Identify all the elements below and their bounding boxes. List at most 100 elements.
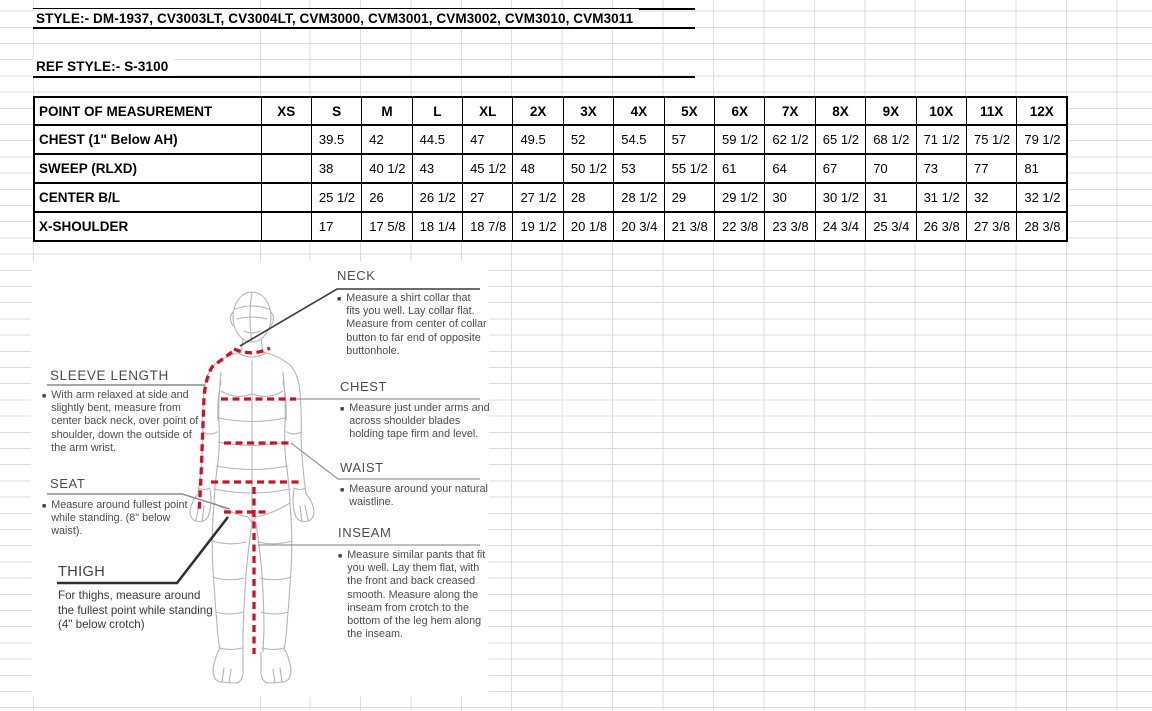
measurement-cell: 29 1/2 <box>714 182 766 213</box>
measurement-cell: 57 <box>663 124 716 155</box>
bullet-icon: ■ <box>338 553 343 560</box>
measurement-cell: 20 3/4 <box>613 211 665 242</box>
measurement-cell: 61 <box>714 153 766 184</box>
col-header-size-2X: 2X <box>512 96 564 126</box>
measurement-cell: 26 <box>361 182 413 213</box>
bullet-icon: ■ <box>337 296 342 303</box>
section-title-chest: CHEST <box>340 379 388 394</box>
measurement-cell: 42 <box>361 124 413 155</box>
measurement-cell <box>260 211 312 242</box>
measurement-cell: 20 1/8 <box>562 211 615 242</box>
measurement-cell: 62 1/2 <box>764 124 816 155</box>
col-header-size-L: L <box>411 96 464 126</box>
size-table-body: CHEST (1" Below AH) 39.5 42 44.5 47 49.5 52 54.… <box>33 124 1068 242</box>
measurement-cell: 81 <box>1016 153 1068 184</box>
measurement-cell: 55 1/2 <box>663 153 716 184</box>
measurement-cell: 32 1/2 <box>1016 182 1068 213</box>
col-header-size-XL: XL <box>462 96 514 126</box>
section-title-neck: NECK <box>337 268 376 283</box>
measurement-cell: 47 <box>462 124 514 155</box>
col-header-size-4X: 4X <box>613 96 665 126</box>
col-header-point-of-measurement: POINT OF MEASUREMENT <box>33 96 262 126</box>
row-label: SWEEP (RLXD) <box>33 153 262 184</box>
measurement-cell: 28 1/2 <box>613 182 665 213</box>
waist-callout-line <box>290 442 480 480</box>
ref-style-title: REF STYLE:- S-3100 <box>33 57 175 76</box>
col-header-size-7X: 7X <box>764 96 816 126</box>
section-text-chest: ■ Measure just under arms and across sho… <box>340 402 490 441</box>
col-header-size-11X: 11X <box>965 96 1018 126</box>
col-header-size-S: S <box>310 96 363 126</box>
section-text-neck: ■ Measure a shirt collar that fits you w… <box>337 292 487 357</box>
callout-lines <box>47 288 480 585</box>
measurement-cell: 27 <box>462 182 514 213</box>
collar-measure-line <box>233 346 271 355</box>
measurement-cell: 43 <box>411 153 464 184</box>
size-table-head: POINT OF MEASUREMENT XS S M L XL 2X 3X 4X 5X 6X 7X 8… <box>33 96 1068 126</box>
section-title-sleeve-length: SLEEVE LENGTH <box>50 368 169 383</box>
measurement-cell: 40 1/2 <box>361 153 413 184</box>
col-header-size-6X: 6X <box>714 96 766 126</box>
measurement-cell: 18 7/8 <box>462 211 514 242</box>
measurement-cell: 28 3/8 <box>1016 211 1068 242</box>
measurement-cell: 44.5 <box>411 124 464 155</box>
measurement-cell: 48 <box>512 153 564 184</box>
section-text-sleeve-length: ■ With arm relaxed at side and slightly … <box>42 389 199 454</box>
measurement-cell: 32 <box>965 182 1018 213</box>
measurement-cell: 39.5 <box>310 124 363 155</box>
measurement-cell: 53 <box>613 153 665 184</box>
measurement-cell: 52 <box>562 124 615 155</box>
title-underline <box>33 27 695 29</box>
section-text-inseam: ■ Measure similar pants that fit you wel… <box>338 549 486 641</box>
measurement-cell: 68 1/2 <box>865 124 917 155</box>
measurement-cell: 19 1/2 <box>512 211 564 242</box>
size-table-header-row: POINT OF MEASUREMENT XS S M L XL 2X 3X 4X 5X 6X 7X 8… <box>33 96 1068 126</box>
section-title-thigh: THIGH <box>58 564 106 580</box>
section-title-inseam: INSEAM <box>338 525 392 540</box>
ref-underline <box>33 76 695 78</box>
row-label: CENTER B/L <box>33 182 262 213</box>
measurement-cell: 38 <box>310 153 363 184</box>
col-header-size-9X: 9X <box>865 96 917 126</box>
measurement-lines <box>197 346 301 654</box>
col-header-size-M: M <box>361 96 413 126</box>
col-header-size-12X: 12X <box>1016 96 1068 126</box>
table-row: CHEST (1" Below AH) 39.5 42 44.5 47 49.5 52 54.… <box>33 124 1068 155</box>
measurement-cell: 18 1/4 <box>411 211 464 242</box>
measurement-cell: 26 1/2 <box>411 182 464 213</box>
bullet-icon: ■ <box>42 503 47 510</box>
measurement-cell: 29 <box>663 182 716 213</box>
section-title-waist: WAIST <box>340 460 384 475</box>
measurement-cell: 17 <box>310 211 363 242</box>
measurement-cell: 24 3/4 <box>814 211 867 242</box>
measurement-cell <box>260 182 312 213</box>
table-row: CENTER B/L 25 1/2 26 26 1/2 27 27 1/2 28 28 1/2… <box>33 182 1068 213</box>
thigh-callout-line <box>57 516 230 585</box>
style-title: STYLE:- DM-1937, CV3003LT, CV3004LT, CVM… <box>33 9 640 28</box>
measurement-cell: 26 3/8 <box>915 211 967 242</box>
section-text-seat: ■ Measure around fullest point while sta… <box>42 499 188 538</box>
measurement-cell: 73 <box>915 153 967 184</box>
section-text-thigh: For thighs, measure around the fullest p… <box>58 589 213 632</box>
neck-callout-line <box>239 288 480 347</box>
col-header-size-XS: XS <box>260 96 312 126</box>
measurement-cell: 79 1/2 <box>1016 124 1068 155</box>
measurement-cell: 75 1/2 <box>965 124 1018 155</box>
bullet-icon: ■ <box>42 393 47 400</box>
measurement-cell: 54.5 <box>613 124 665 155</box>
measurement-cell: 21 3/8 <box>663 211 716 242</box>
measurement-cell: 77 <box>965 153 1018 184</box>
bullet-icon: ■ <box>340 406 345 413</box>
measurement-cell: 67 <box>814 153 867 184</box>
seat-callout-line <box>47 493 231 510</box>
measurement-cell: 27 3/8 <box>965 211 1018 242</box>
measurement-cell: 59 1/2 <box>714 124 766 155</box>
measurement-cell: 28 <box>562 182 615 213</box>
sleeve-measure-line <box>197 350 233 513</box>
col-header-size-10X: 10X <box>915 96 967 126</box>
row-label: X-SHOULDER <box>33 211 262 242</box>
table-row: X-SHOULDER 17 17 5/8 18 1/4 18 7/8 19 1/2 20 1… <box>33 211 1068 242</box>
measurement-cell: 30 1/2 <box>814 182 867 213</box>
col-header-size-3X: 3X <box>562 96 615 126</box>
